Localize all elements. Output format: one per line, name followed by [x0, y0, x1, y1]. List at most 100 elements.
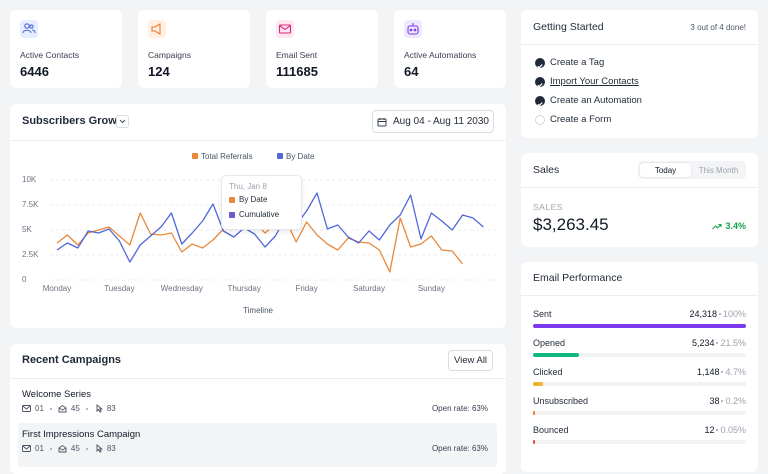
separator: [49, 407, 52, 410]
x-tick-label: Thursday: [228, 284, 261, 293]
legend-label: Total Referrals: [201, 152, 253, 161]
stat-label: Active Automations: [404, 50, 477, 60]
separator: [85, 407, 88, 410]
meta-icon: [22, 445, 31, 452]
y-tick-label: 10K: [22, 175, 37, 184]
check-glyph: [537, 64, 543, 69]
trend-icon: [712, 223, 723, 229]
check-glyph: [537, 102, 543, 107]
metric-values: 38 0.2%: [709, 396, 746, 406]
open-rate: Open rate: 63%: [431, 444, 488, 453]
bar-fill: [533, 353, 579, 357]
stat-card: Active Automations 64: [394, 10, 506, 88]
emails-count: 01: [35, 404, 44, 413]
check-done: [535, 96, 545, 107]
metric-label: Clicked: [533, 367, 563, 377]
clicks-icon: [94, 404, 103, 413]
metric-count: 38: [709, 396, 720, 406]
date-picker[interactable]: Aug 04 - Aug 11 2030: [372, 110, 494, 133]
tooltip-label: By Date: [239, 195, 268, 204]
stat-icon: [276, 20, 294, 38]
task-label[interactable]: Import Your Contacts: [550, 76, 639, 87]
view-all-button[interactable]: View All: [448, 350, 493, 371]
bar-fill: [533, 324, 746, 328]
getting-started: Getting Started 3 out of 4 done! Create …: [521, 10, 758, 138]
separator: [85, 447, 88, 450]
legend-label: By Date: [286, 152, 315, 161]
separator: [716, 429, 719, 431]
meta-icon: [58, 444, 67, 453]
tab[interactable]: This Month: [698, 165, 739, 175]
campaign-name: Welcome Series: [22, 389, 91, 400]
tab-toggle: Today This Month: [638, 161, 746, 179]
x-tick-label: Sunday: [418, 284, 445, 293]
stat-card: Active Contacts 6446: [10, 10, 122, 88]
stat-value: 64: [404, 64, 419, 79]
sales-amount: $3,263.45: [533, 215, 609, 234]
x-tick-label: Monday: [43, 284, 71, 293]
metric-label: Sent: [533, 309, 552, 319]
meta-icon: [96, 444, 103, 453]
emails-icon: [22, 444, 31, 453]
divider: [10, 378, 506, 379]
icon-glyph: [278, 24, 292, 34]
bar-track: [533, 382, 746, 386]
y-tick-label: 0: [22, 275, 27, 284]
stat-label: Campaigns: [148, 50, 191, 60]
progress: 3 out of 4 done!: [690, 23, 746, 32]
divider: [521, 295, 758, 296]
stat-value: 6446: [20, 64, 49, 79]
metric-percent: 21.5%: [720, 338, 746, 348]
dropdown[interactable]: [116, 115, 129, 128]
recipients-icon: [58, 444, 67, 453]
panel-title: Getting Started: [533, 21, 604, 33]
check-done: [535, 77, 545, 88]
bar-track: [533, 353, 746, 357]
sales-change: 3.4%: [712, 221, 746, 231]
recent-campaigns: Recent Campaigns View All Welcome Series…: [10, 344, 506, 474]
tab[interactable]: Today: [640, 163, 691, 177]
separator: [721, 400, 724, 402]
tooltip-item: By Date: [229, 195, 267, 204]
metric-values: 12 0.05%: [704, 425, 746, 435]
metric-label: SALES: [533, 202, 563, 212]
metric-count: 5,234: [691, 338, 715, 348]
metric-values: 24,318 100%: [689, 309, 746, 319]
check-glyph: [537, 83, 543, 88]
tooltip-swatch: [229, 196, 235, 203]
bar-fill: [533, 440, 535, 444]
divider: [521, 44, 758, 45]
row-highlight: [18, 423, 497, 467]
sales-panel: Sales Today This Month SALES $3,263.45 3.…: [521, 153, 758, 247]
metric-label: Opened: [533, 338, 566, 348]
separator: [721, 371, 724, 373]
tooltip-swatch: [229, 211, 235, 218]
legend-swatch: [277, 153, 283, 159]
bar-track: [533, 411, 746, 415]
panel-title: Subscribers Growth: [22, 115, 128, 127]
y-tick-label: 2.5K: [22, 250, 39, 259]
check-done: [535, 58, 545, 69]
task-label: Create a Form: [550, 114, 612, 125]
task-label: Create an Automation: [550, 95, 642, 106]
divider: [521, 187, 758, 188]
metric-label: Bounced: [533, 425, 569, 435]
icon-glyph: [407, 23, 419, 35]
y-tick-label: 7.5K: [22, 200, 39, 209]
metric-values: 5,234 21.5%: [692, 338, 746, 348]
tooltip-item: Cumulative: [229, 210, 279, 219]
metric-percent: 0.2%: [725, 396, 746, 406]
metric-label: Unsubscribed: [533, 396, 589, 406]
series-line: [56, 192, 484, 263]
email-performance: Email Performance Sent 24,318 100% Opened 5,…: [521, 262, 758, 472]
tooltip-title: Thu, Jan 8: [229, 182, 267, 191]
metric-percent: 4.7%: [725, 367, 746, 377]
campaign-meta: 01 45 83: [22, 444, 116, 453]
bar-track: [533, 324, 746, 328]
x-tick-label: Saturday: [353, 284, 385, 293]
emails-count: 01: [35, 444, 44, 453]
tooltip-label: Cumulative: [239, 210, 280, 219]
stat-icon: [20, 20, 38, 38]
panel-title: Sales: [533, 164, 560, 176]
dashboard: { "stats": [ {"label": "Active Contacts"…: [10, 10, 758, 474]
